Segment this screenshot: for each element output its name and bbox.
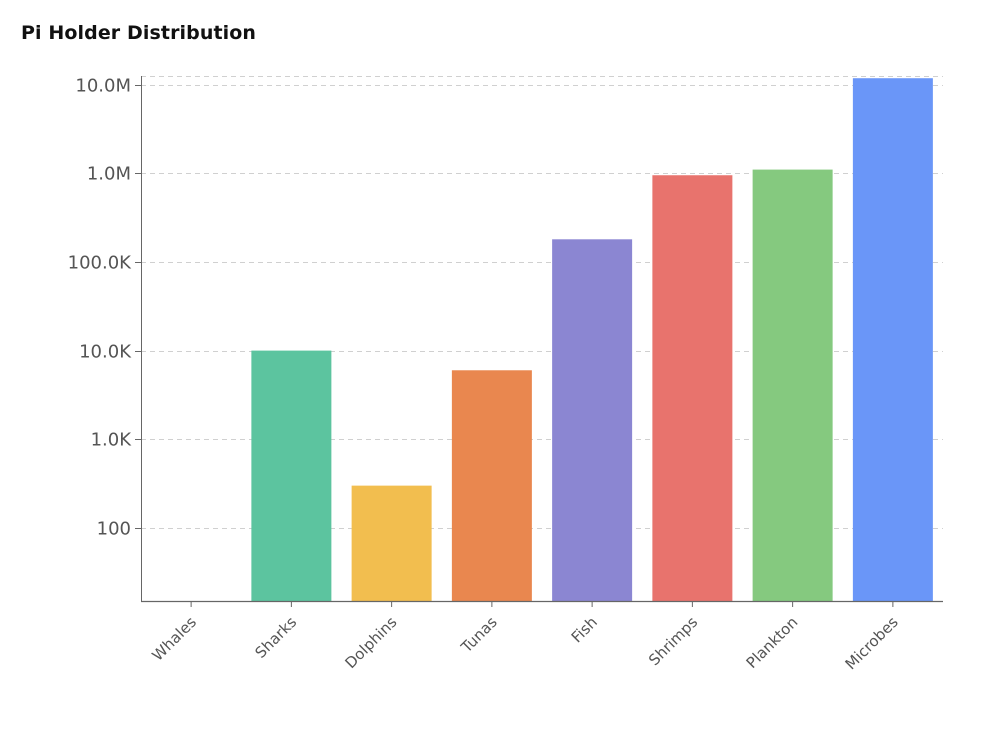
bar-microbes xyxy=(852,78,933,601)
axes xyxy=(141,76,943,603)
x-tick-label: Fish xyxy=(568,613,601,646)
y-tick-label: 10.0K xyxy=(79,342,132,363)
bar-sharks xyxy=(251,350,332,601)
x-tick-label: Dolphins xyxy=(341,613,400,672)
y-tick-label: 1.0M xyxy=(87,164,131,185)
y-tick-label: 100.0K xyxy=(68,253,133,274)
bar-plankton xyxy=(752,169,833,601)
bar-tunas xyxy=(451,370,532,601)
x-tick-label: Shrimps xyxy=(645,613,701,669)
bars xyxy=(251,78,933,601)
bar-fish xyxy=(552,239,633,601)
chart-title: Pi Holder Distribution xyxy=(21,22,257,44)
x-tick-label: Plankton xyxy=(743,613,802,672)
bar-shrimps xyxy=(652,175,733,601)
y-tick-label: 10.0M xyxy=(75,76,131,97)
x-tick-label: Sharks xyxy=(251,613,300,662)
y-tick-label: 1.0K xyxy=(91,430,133,451)
x-axis-ticks: Whales Sharks Dolphins Tunas Fish Shrimps Plan… xyxy=(149,601,902,673)
y-tick-label: 100 xyxy=(97,519,131,540)
x-tick-label: Microbes xyxy=(842,613,902,673)
x-tick-label: Whales xyxy=(149,613,201,665)
bar-dolphins xyxy=(351,485,432,601)
x-tick-label: Tunas xyxy=(457,613,501,657)
y-axis-ticks: 100 1.0K 10.0K 100.0K 1.0M 10.0M xyxy=(68,76,141,540)
